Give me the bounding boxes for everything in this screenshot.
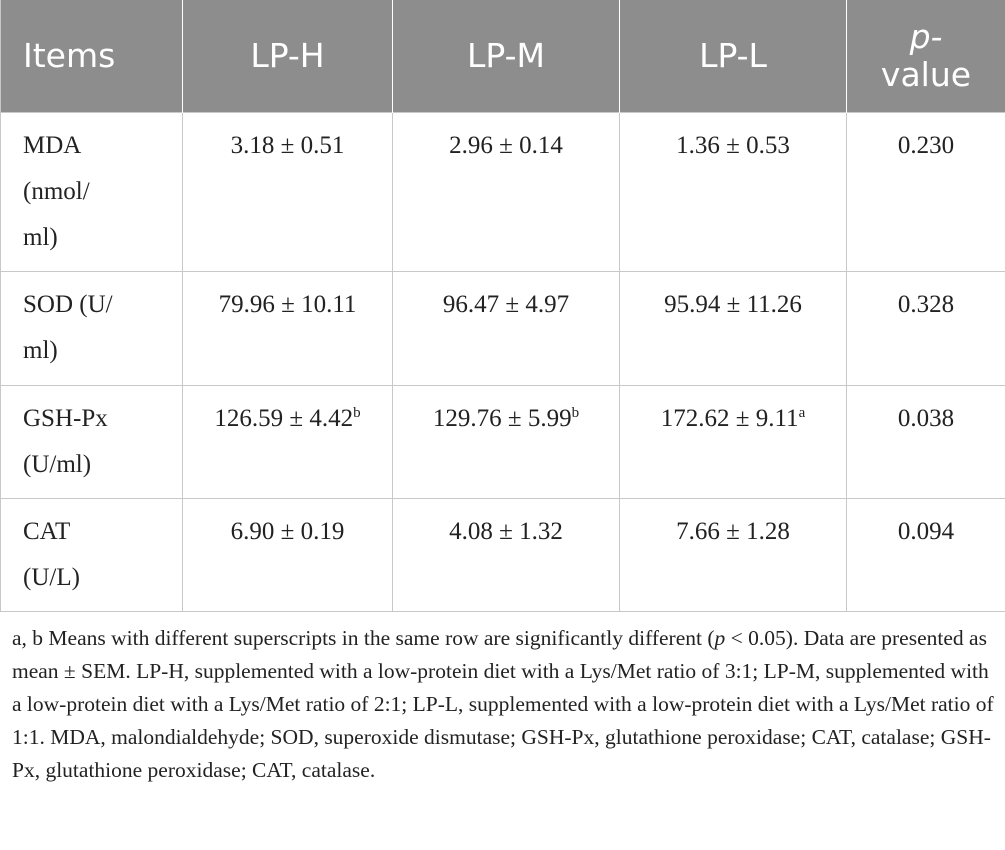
header-items: Items bbox=[0, 0, 183, 113]
footnote-text: < 0.05). Data are presented as mean ± SE… bbox=[12, 626, 994, 782]
table-header: Items LP-H LP-M LP-L p- value bbox=[0, 0, 1005, 113]
row-label-line: ml) bbox=[23, 224, 58, 251]
row-label-line: ml) bbox=[23, 337, 58, 364]
table-row: CAT (U/L) 6.90 ± 0.19 4.08 ± 1.32 7.66 ±… bbox=[0, 498, 1005, 612]
cell-lp-h: 79.96 ± 10.11 bbox=[182, 271, 393, 386]
cell-value: 0.230 bbox=[897, 132, 955, 159]
header-lp-h: LP-H bbox=[182, 0, 393, 113]
cell-value: 126.59 ± 4.42 bbox=[214, 405, 354, 432]
footnote-text: a, b Means with different superscripts i… bbox=[12, 626, 715, 650]
significance-superscript: b bbox=[571, 405, 580, 421]
p-value-label: p- value bbox=[881, 18, 971, 94]
cell-lp-l: 95.94 ± 11.26 bbox=[619, 271, 847, 386]
row-label: GSH-Px (U/ml) bbox=[0, 385, 183, 499]
row-label-line: (U/L) bbox=[23, 564, 80, 591]
row-label-line: (nmol/ bbox=[23, 178, 90, 205]
header-row: Items LP-H LP-M LP-L p- value bbox=[0, 0, 1005, 113]
cell-lp-m: 4.08 ± 1.32 bbox=[392, 498, 620, 612]
cell-lp-h: 3.18 ± 0.51 bbox=[182, 112, 393, 272]
cell-value: 6.90 ± 0.19 bbox=[230, 518, 345, 545]
cell-value: 2.96 ± 0.14 bbox=[449, 132, 563, 159]
table-row: MDA (nmol/ ml) 3.18 ± 0.51 2.96 ± 0.14 1… bbox=[0, 112, 1005, 272]
cell-value: 0.328 bbox=[897, 291, 955, 318]
cell-value: 3.18 ± 0.51 bbox=[230, 132, 345, 159]
cell-lp-h: 6.90 ± 0.19 bbox=[182, 498, 393, 612]
cell-value: 95.94 ± 11.26 bbox=[664, 291, 802, 318]
cell-p-value: 0.094 bbox=[846, 498, 1005, 612]
row-label-line: CAT bbox=[23, 518, 71, 545]
cell-value: 0.038 bbox=[897, 405, 955, 432]
cell-value: 79.96 ± 10.11 bbox=[218, 291, 357, 318]
row-label: SOD (U/ ml) bbox=[0, 271, 183, 386]
cell-p-value: 0.038 bbox=[846, 385, 1005, 499]
cell-value: 96.47 ± 4.97 bbox=[442, 291, 570, 318]
row-label: MDA (nmol/ ml) bbox=[0, 112, 183, 272]
significance-superscript: a bbox=[798, 405, 806, 421]
table-footnote: a, b Means with different superscripts i… bbox=[12, 622, 997, 787]
cell-p-value: 0.230 bbox=[846, 112, 1005, 272]
row-label-line: MDA bbox=[23, 132, 82, 159]
cell-value: 1.36 ± 0.53 bbox=[676, 132, 790, 159]
cell-lp-h: 126.59 ± 4.42b bbox=[182, 385, 393, 499]
cell-value: 129.76 ± 5.99 bbox=[432, 405, 572, 432]
cell-lp-m: 2.96 ± 0.14 bbox=[392, 112, 620, 272]
table-body: MDA (nmol/ ml) 3.18 ± 0.51 2.96 ± 0.14 1… bbox=[0, 112, 1005, 612]
cell-value: 7.66 ± 1.28 bbox=[676, 518, 790, 545]
p-value-p: p- bbox=[909, 17, 943, 56]
row-label-line: (U/ml) bbox=[23, 451, 92, 478]
cell-value: 4.08 ± 1.32 bbox=[449, 518, 563, 545]
row-label: CAT (U/L) bbox=[0, 498, 183, 612]
cell-lp-m: 129.76 ± 5.99b bbox=[392, 385, 620, 499]
row-label-line: SOD (U/ bbox=[23, 291, 113, 318]
footnote-p-italic: p bbox=[714, 626, 726, 650]
header-p-value: p- value bbox=[846, 0, 1005, 113]
cell-lp-l: 7.66 ± 1.28 bbox=[619, 498, 847, 612]
cell-lp-m: 96.47 ± 4.97 bbox=[392, 271, 620, 386]
significance-superscript: b bbox=[353, 405, 361, 421]
row-label-line: GSH-Px bbox=[23, 405, 108, 432]
table-row: SOD (U/ ml) 79.96 ± 10.11 96.47 ± 4.97 9… bbox=[0, 271, 1005, 386]
p-value-rest: value bbox=[880, 55, 972, 94]
cell-value: 0.094 bbox=[897, 518, 955, 545]
cell-lp-l: 172.62 ± 9.11a bbox=[619, 385, 847, 499]
header-lp-m: LP-M bbox=[392, 0, 620, 113]
cell-p-value: 0.328 bbox=[846, 271, 1005, 386]
cell-lp-l: 1.36 ± 0.53 bbox=[619, 112, 847, 272]
cell-value: 172.62 ± 9.11 bbox=[660, 405, 799, 432]
antioxidant-table: Items LP-H LP-M LP-L p- value MDA (nmol/… bbox=[0, 0, 1005, 612]
data-table-container: Items LP-H LP-M LP-L p- value MDA (nmol/… bbox=[0, 0, 1005, 612]
header-lp-l: LP-L bbox=[619, 0, 847, 113]
table-row: GSH-Px (U/ml) 126.59 ± 4.42b 129.76 ± 5.… bbox=[0, 385, 1005, 499]
